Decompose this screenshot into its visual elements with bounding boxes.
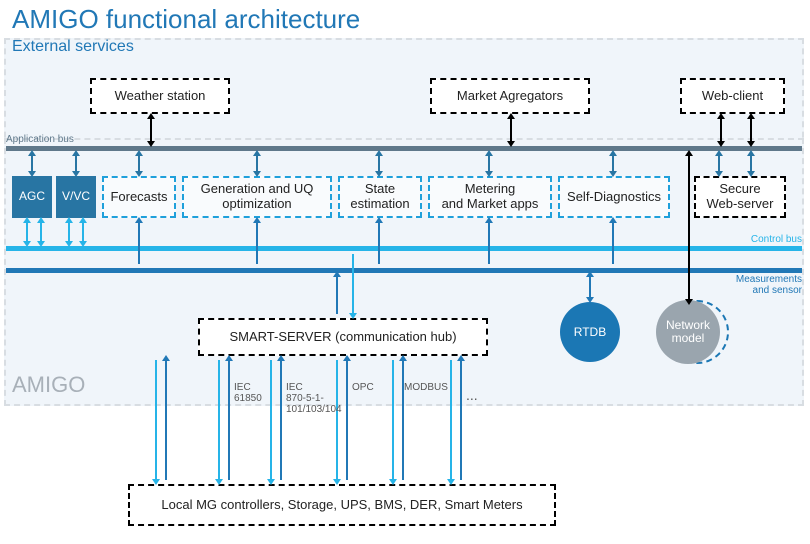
a-p5-d bbox=[450, 360, 452, 480]
a-meas-sd bbox=[612, 222, 614, 264]
a-sec-netmodel bbox=[688, 155, 690, 300]
application-bus bbox=[6, 146, 802, 151]
arrow-web-bus2 bbox=[750, 118, 752, 142]
meas-bus-label: Measurements and sensor bbox=[736, 274, 802, 296]
metering-box: Metering and Market apps bbox=[428, 176, 552, 218]
subtitle: External services bbox=[12, 38, 134, 56]
a-rtdb-meas bbox=[589, 276, 591, 298]
local-controllers-box: Local MG controllers, Storage, UPS, BMS,… bbox=[128, 484, 556, 526]
a-appbus-bot1 bbox=[155, 360, 157, 480]
a-p4-d bbox=[392, 360, 394, 480]
a-app-sec1 bbox=[718, 155, 720, 172]
measurements-bus bbox=[6, 268, 802, 273]
a-ctrl-agc2 bbox=[40, 222, 42, 242]
smart-server-box: SMART-SERVER (communication hub) bbox=[198, 318, 488, 356]
a-p5-u bbox=[460, 360, 462, 480]
network-model-node: Network model bbox=[656, 300, 720, 364]
a-app-sd bbox=[612, 155, 614, 172]
a-p3-d bbox=[336, 360, 338, 480]
gen-uq-box: Generation and UQ optimization bbox=[182, 176, 332, 218]
a-app-met bbox=[488, 155, 490, 172]
weather-station-box: Weather station bbox=[90, 78, 230, 114]
a-app-vvc bbox=[75, 155, 77, 172]
a-hub-meas bbox=[336, 276, 338, 314]
a-app-agc bbox=[31, 155, 33, 172]
proto-opc: OPC bbox=[352, 382, 374, 393]
proto-modbus: MODBUS bbox=[404, 382, 448, 393]
rtdb-node: RTDB bbox=[560, 302, 620, 362]
proto-iec870: IEC 870-5-1- 101/103/104 bbox=[286, 382, 342, 415]
a-app-fc bbox=[138, 155, 140, 172]
a-app-sec2 bbox=[750, 155, 752, 172]
a-appbus-bot1u bbox=[165, 360, 167, 480]
a-p2-d bbox=[270, 360, 272, 480]
selfdiag-box: Self-Diagnostics bbox=[558, 176, 670, 218]
a-meas-state bbox=[378, 222, 380, 264]
a-ctrl-vvc bbox=[68, 222, 70, 242]
a-meas-gen bbox=[256, 222, 258, 264]
proto-ellipsis: ... bbox=[466, 388, 478, 403]
a-meas-met bbox=[488, 222, 490, 264]
a-meas-fc bbox=[138, 222, 140, 264]
arrow-weather-bus bbox=[150, 118, 152, 142]
arrow-market-bus bbox=[510, 118, 512, 142]
a-p1-d bbox=[218, 360, 220, 480]
a-app-state bbox=[378, 155, 380, 172]
vvc-box: V/VC bbox=[56, 176, 96, 218]
a-ctrl-agc bbox=[26, 222, 28, 242]
control-bus bbox=[6, 246, 802, 251]
a-hub-ctrl bbox=[352, 254, 354, 314]
agc-box: AGC bbox=[12, 176, 52, 218]
main-title: AMIGO functional architecture bbox=[12, 4, 360, 35]
a-app-gen bbox=[256, 155, 258, 172]
web-client-box: Web-client bbox=[680, 78, 785, 114]
a-p4-u bbox=[402, 360, 404, 480]
a-ctrl-vvc2 bbox=[82, 222, 84, 242]
control-bus-label: Control bus bbox=[751, 234, 802, 245]
arrow-web-bus bbox=[720, 118, 722, 142]
market-aggregators-box: Market Agregators bbox=[430, 78, 590, 114]
state-est-box: State estimation bbox=[338, 176, 422, 218]
a-p3-u bbox=[346, 360, 348, 480]
app-bus-label: Application bus bbox=[6, 134, 74, 145]
a-p2-u bbox=[280, 360, 282, 480]
a-p1-u bbox=[228, 360, 230, 480]
forecasts-box: Forecasts bbox=[102, 176, 176, 218]
proto-iec61850: IEC 61850 bbox=[234, 382, 262, 404]
amigo-side-label: AMIGO bbox=[12, 372, 85, 398]
secure-webserver-box: Secure Web-server bbox=[694, 176, 786, 218]
